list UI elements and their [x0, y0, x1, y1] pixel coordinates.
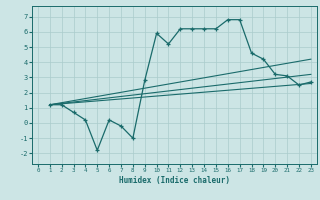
- X-axis label: Humidex (Indice chaleur): Humidex (Indice chaleur): [119, 176, 230, 185]
